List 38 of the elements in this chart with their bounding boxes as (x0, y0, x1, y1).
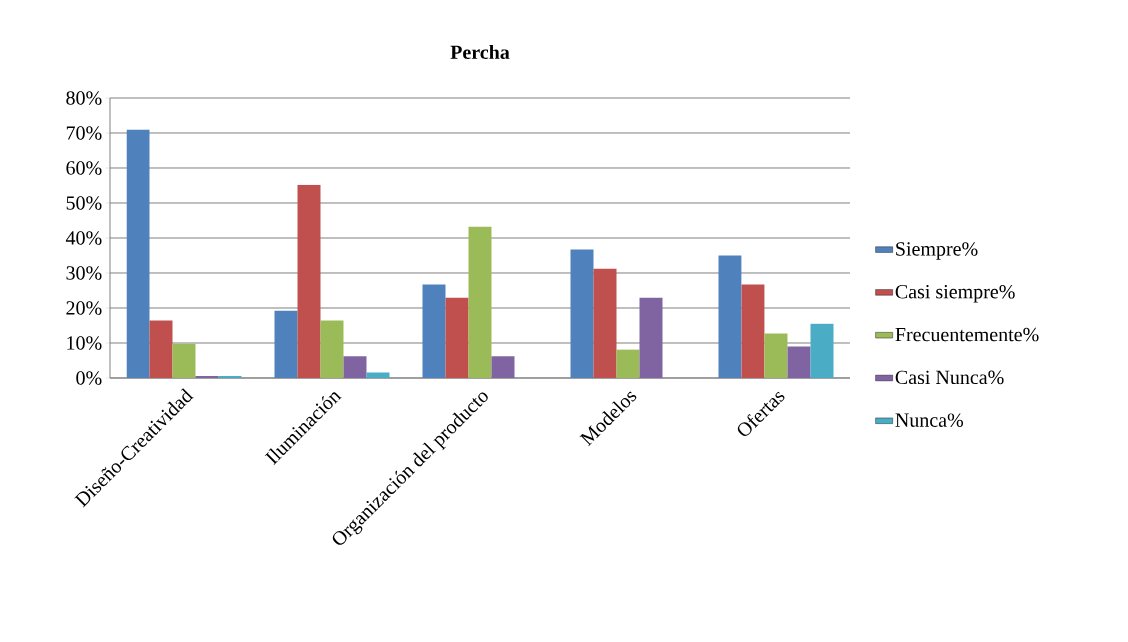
bar (126, 129, 150, 378)
bar (218, 375, 242, 378)
legend-label: Frecuentemente% (895, 327, 1039, 342)
legend-label: Siempre% (896, 242, 978, 260)
bar (787, 346, 811, 378)
bar (764, 333, 788, 378)
bar (274, 310, 298, 378)
bar (445, 297, 469, 378)
bar (570, 249, 594, 378)
bar (422, 284, 446, 378)
bar (343, 356, 367, 378)
y-tick-label: 20% (66, 301, 102, 315)
y-tick-label: 70% (66, 126, 102, 140)
y-tick-label: 10% (67, 336, 102, 350)
legend-label: Casi siempre% (895, 285, 1015, 303)
bar (491, 356, 515, 378)
y-tick-label: 60% (66, 161, 102, 175)
bar (149, 320, 173, 378)
bar (810, 323, 834, 378)
bar (320, 320, 344, 378)
y-tick-label: 30% (66, 266, 102, 280)
bar (593, 268, 617, 378)
bar (297, 184, 321, 378)
bar (718, 255, 742, 378)
y-tick-label: 50% (66, 196, 102, 210)
bar (172, 343, 196, 378)
bar (639, 297, 663, 378)
bar (616, 349, 640, 378)
y-tick-label: 80% (66, 91, 102, 105)
y-tick-label: 0% (76, 371, 102, 385)
chart-title: Percha (450, 44, 510, 60)
bar (366, 372, 390, 378)
bar (195, 375, 219, 378)
legend-label: Nunca% (895, 413, 964, 427)
legend-label: Casi Nunca% (895, 370, 1004, 385)
bar (741, 284, 765, 378)
bar (468, 226, 492, 378)
y-tick-label: 40% (65, 231, 102, 245)
